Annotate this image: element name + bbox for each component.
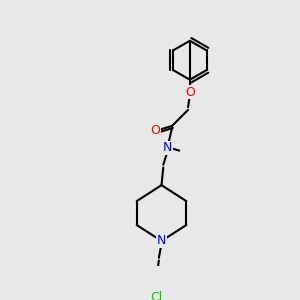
Text: Cl: Cl: [150, 291, 162, 300]
Text: N: N: [163, 142, 172, 154]
Text: N: N: [157, 235, 166, 248]
Text: O: O: [185, 85, 195, 99]
Text: O: O: [150, 124, 160, 137]
